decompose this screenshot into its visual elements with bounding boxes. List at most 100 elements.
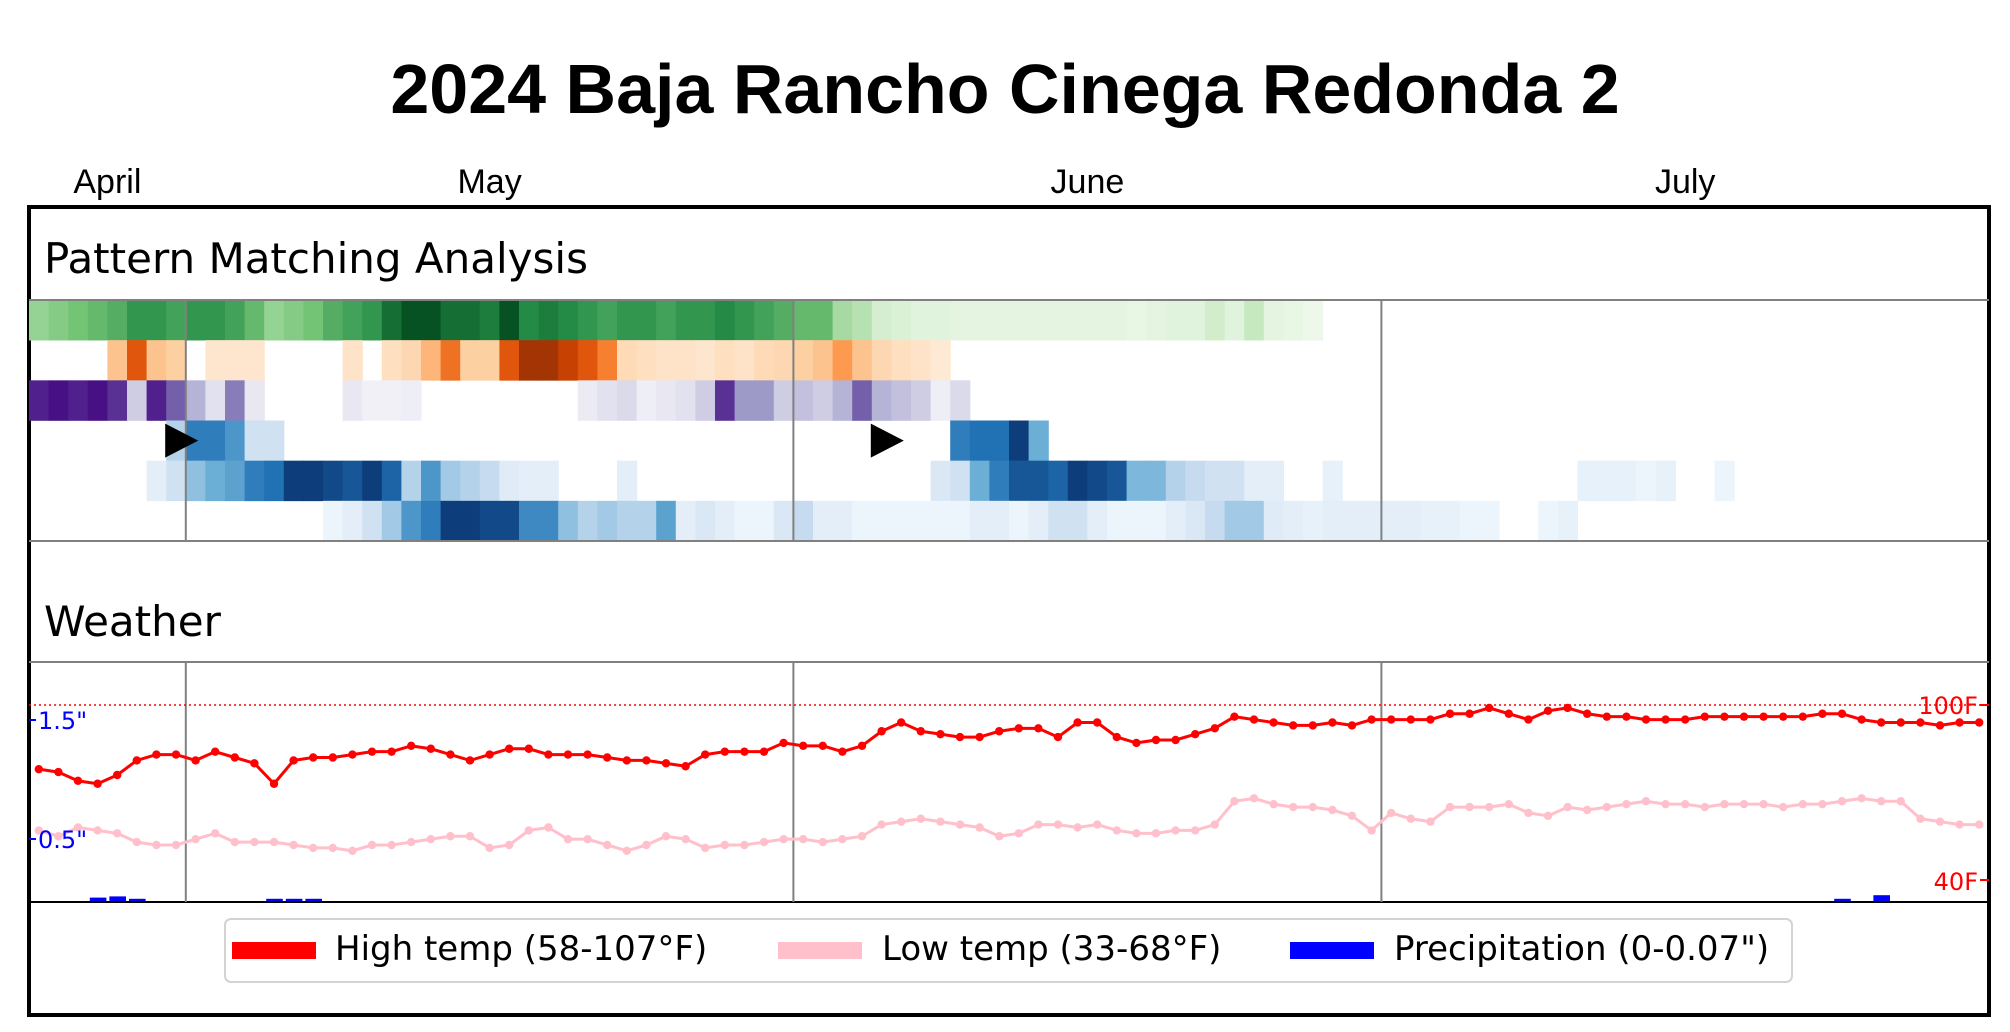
heatmap-cell bbox=[715, 500, 736, 542]
low-temp-point bbox=[328, 843, 337, 853]
heatmap-cell bbox=[29, 300, 50, 341]
high-temp-point bbox=[1132, 738, 1141, 748]
low-temp-point bbox=[1445, 802, 1455, 812]
heatmap-cell bbox=[1283, 500, 1304, 542]
high-temp-point bbox=[1406, 715, 1416, 724]
heatmap-cell bbox=[1459, 500, 1480, 542]
heatmap-cell bbox=[930, 340, 951, 381]
heatmap-cell bbox=[401, 380, 422, 421]
heatmap-cell bbox=[421, 500, 442, 542]
heatmap-cell bbox=[911, 500, 932, 542]
low-temp-point bbox=[1249, 794, 1259, 803]
heatmap-cell bbox=[1636, 460, 1657, 502]
heatmap-cell bbox=[558, 300, 579, 341]
heatmap-cell bbox=[950, 380, 971, 421]
heatmap-cell bbox=[401, 340, 422, 381]
heatmap-cell bbox=[1440, 500, 1461, 542]
heatmap-cell bbox=[205, 300, 226, 341]
heatmap-cell bbox=[871, 340, 892, 381]
heatmap-cell bbox=[656, 300, 677, 341]
low-temp-point bbox=[465, 832, 475, 841]
heatmap-cell bbox=[244, 380, 265, 421]
heatmap-cell bbox=[1165, 500, 1186, 542]
low-temp-point bbox=[348, 846, 357, 856]
high-temp-series bbox=[34, 703, 1984, 788]
heatmap-cell bbox=[1107, 460, 1128, 502]
low-temp-point bbox=[426, 834, 435, 844]
heatmap-cell bbox=[1087, 300, 1108, 341]
high-temp-point bbox=[211, 747, 220, 756]
heatmap-cell bbox=[323, 460, 344, 502]
heatmap-cell bbox=[421, 340, 442, 381]
heatmap-cell bbox=[793, 500, 814, 542]
heatmap-cell bbox=[1420, 500, 1441, 542]
high-temp-point bbox=[446, 750, 455, 759]
heatmap-cell bbox=[519, 460, 540, 502]
heatmap-cell bbox=[1067, 460, 1088, 502]
heatmap-cell bbox=[1538, 500, 1559, 542]
heatmap-cell bbox=[1263, 300, 1284, 341]
low-temp-point bbox=[1720, 799, 1729, 809]
high-temp-point bbox=[1700, 712, 1710, 721]
heatmap-cell bbox=[911, 300, 932, 341]
heatmap-cell bbox=[734, 340, 755, 381]
heatmap-cell bbox=[989, 460, 1010, 502]
high-temp-point bbox=[603, 753, 612, 762]
heatmap-cell bbox=[1557, 500, 1578, 542]
heatmap-cell bbox=[401, 460, 422, 502]
high-temp-point bbox=[975, 732, 984, 742]
heatmap-cell bbox=[1185, 460, 1206, 502]
low-temp-point bbox=[34, 826, 43, 835]
heatmap-cell bbox=[675, 380, 696, 421]
heatmap-cell bbox=[1342, 500, 1363, 542]
heatmap-cell bbox=[538, 460, 559, 502]
low-temp-point bbox=[387, 840, 396, 850]
heatmap-cell bbox=[381, 300, 402, 341]
heatmap-cell bbox=[1224, 460, 1245, 502]
heatmap-cell bbox=[185, 460, 206, 502]
low-temp-point bbox=[642, 840, 651, 850]
low-temp-point bbox=[505, 840, 514, 850]
high-temp-point bbox=[622, 756, 631, 765]
heatmap-cell bbox=[1126, 300, 1147, 341]
high-temp-point bbox=[367, 747, 377, 756]
high-temp-point bbox=[387, 747, 396, 756]
heatmap-cell bbox=[146, 300, 167, 341]
heatmap-cell bbox=[832, 380, 853, 421]
heatmap-cell bbox=[989, 300, 1010, 341]
low-temp-point bbox=[211, 829, 220, 838]
heatmap-cell bbox=[577, 300, 598, 341]
heatmap-cell bbox=[127, 340, 148, 381]
heatmap-cell bbox=[1185, 300, 1206, 341]
heatmap-cell bbox=[1224, 500, 1245, 542]
high-temp-point bbox=[1583, 709, 1592, 718]
low-temp-point bbox=[1289, 802, 1298, 812]
low-temp-point bbox=[367, 840, 377, 850]
temp-tick-40f: 40F bbox=[1934, 868, 1978, 896]
heatmap-cell bbox=[950, 500, 971, 542]
heatmap-cell bbox=[127, 300, 148, 341]
heatmap-cell bbox=[1067, 500, 1088, 542]
heatmap-cell bbox=[499, 300, 520, 341]
high-temp-point bbox=[113, 770, 122, 780]
heatmap-cell bbox=[675, 340, 696, 381]
heatmap-cell bbox=[460, 500, 481, 542]
heatmap-cell bbox=[773, 300, 794, 341]
heatmap-cell bbox=[1009, 300, 1030, 341]
heatmap-cell bbox=[538, 500, 559, 542]
heatmap-cell bbox=[832, 340, 853, 381]
heatmap-cell bbox=[538, 340, 559, 381]
chart-title: 2024 Baja Rancho Cinega Redonda 2 bbox=[390, 50, 1619, 128]
heatmap-cell bbox=[754, 500, 775, 542]
heatmap-cell bbox=[29, 380, 50, 421]
high-temp-point bbox=[779, 738, 788, 748]
low-temp-point bbox=[289, 840, 298, 850]
heatmap-cell bbox=[558, 340, 579, 381]
high-temp-point bbox=[916, 727, 925, 736]
heatmap-cell bbox=[675, 500, 696, 542]
heatmap-cell bbox=[1009, 460, 1030, 502]
temp-tick-100f: 100F bbox=[1918, 692, 1978, 720]
heatmap-cell bbox=[656, 340, 677, 381]
heatmap-cell bbox=[558, 500, 579, 542]
